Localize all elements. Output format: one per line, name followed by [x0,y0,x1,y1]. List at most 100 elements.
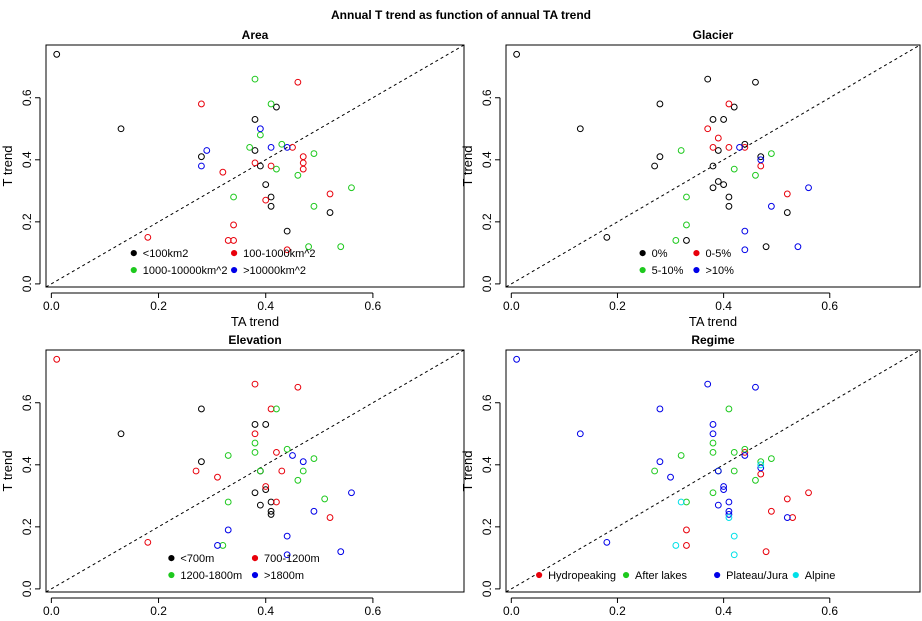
legend-marker [639,266,646,274]
data-point [762,243,770,251]
panel-title: Regime [691,333,735,347]
data-point [725,511,733,518]
data-point [672,542,680,549]
x-tick-label: 0.2 [609,604,626,618]
legend-label: Plateau/Jura [726,570,789,582]
data-point [730,467,738,475]
data-point [262,421,270,428]
y-tick-label: 0.6 [20,89,34,106]
data-point [805,489,812,497]
data-point [714,134,722,142]
data-point [656,153,664,161]
legend-label: >10000km^2 [243,265,306,277]
y-axis-label: T trend [460,451,475,492]
x-tick-label: 0.6 [821,299,838,313]
data-point [741,452,749,459]
data-point [278,140,286,148]
data-point [337,548,345,556]
data-point [720,116,728,123]
data-point [326,190,334,198]
data-point [805,184,812,192]
data-point [752,171,759,179]
data-point [576,430,584,438]
y-tick-label: 0.2 [20,213,34,230]
x-tick-label: 0.4 [257,604,274,618]
y-tick-label: 0.0 [480,275,494,292]
x-tick-label: 0.4 [257,299,274,313]
data-point [767,202,775,210]
data-point [783,495,791,503]
data-point [513,355,521,363]
data-point [262,196,270,204]
data-point [730,448,738,456]
data-point [741,140,749,148]
data-point [709,116,717,123]
legend-label: 1200-1800m [180,570,242,582]
legend-marker [130,250,137,257]
data-point [246,143,254,151]
data-point [251,159,259,167]
data-point [348,184,355,192]
data-point [198,405,205,413]
panels: Area 0.0 0.2 0.4 0.6 TA trend 0.0 0.2 0.4 0.6 T tr… [0,28,921,621]
y-tick-label: 0.2 [480,518,494,535]
data-point [53,50,61,58]
data-point [337,243,345,251]
panel-glacier: Glacier 0.0 0.2 0.4 0.6 TA trend 0.0 0.2 0.4 0.6 T… [460,28,921,329]
x-tick-label: 0.4 [715,299,732,313]
data-point [576,125,584,133]
data-point [767,150,775,157]
data-point [256,125,264,133]
legend-marker [251,571,259,579]
data-point [656,405,664,413]
data-point [725,514,733,521]
legend-label: Hydropeaking [548,570,616,582]
data-point [251,421,259,428]
data-point [714,467,722,475]
data-point [683,237,690,244]
x-tick-label: 0.6 [365,299,382,313]
data-point [251,489,259,497]
y-axis-label: T trend [0,451,15,492]
data-point [294,78,302,86]
data-point [283,532,291,540]
data-point [794,243,802,251]
legend-marker [168,555,175,562]
legend-marker [714,571,721,579]
data-point [725,193,733,201]
data-point [262,486,270,494]
legend-marker [251,555,259,562]
plot-frame [45,349,465,593]
x-tick-label: 0.0 [43,299,60,313]
data-point [709,184,717,192]
data-point [310,202,318,210]
data-point [267,511,275,518]
data-point [294,383,302,391]
data-point [117,430,125,438]
data-point [704,75,712,83]
data-point [730,103,738,111]
legend-label: Alpine [805,570,836,582]
data-point [752,476,759,484]
data-point [714,501,722,509]
legend-marker [792,571,799,579]
data-point [283,551,291,559]
data-point [709,430,717,438]
data-point [757,153,765,161]
data-point [741,448,749,456]
data-point [198,162,205,170]
data-point [251,430,259,438]
data-point [677,147,685,154]
data-point [603,538,611,546]
data-point [767,455,775,462]
data-point [783,190,791,198]
x-tick-label: 0.4 [715,604,732,618]
data-point [203,147,211,154]
data-point [725,498,733,506]
data-point [144,538,152,546]
data-point [273,498,280,506]
data-point [310,150,318,157]
data-point [762,548,770,556]
x-tick-label: 0.0 [43,604,60,618]
data-point [326,209,334,216]
